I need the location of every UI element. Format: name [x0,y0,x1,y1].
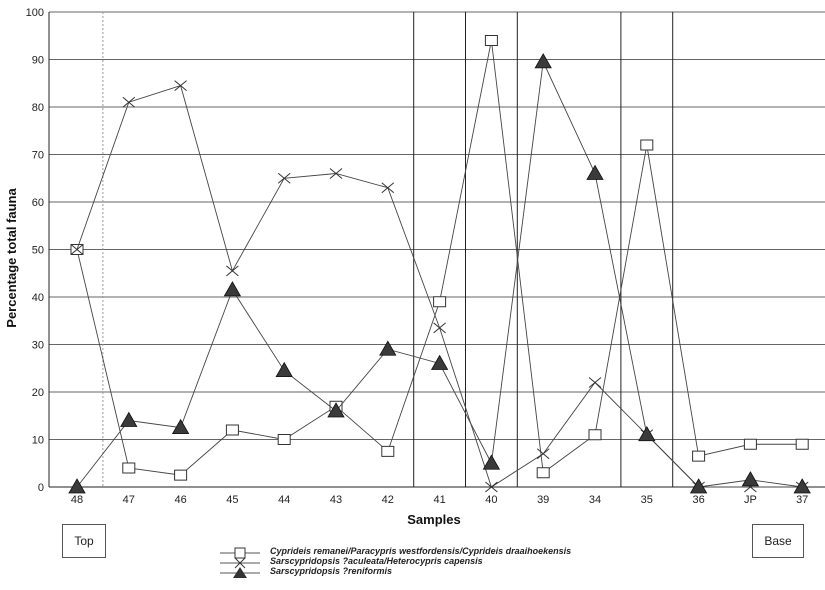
x-tick-label: 34 [589,494,601,506]
data-point-x [277,172,291,184]
data-point-square [381,445,395,457]
base-label: Base [764,534,792,548]
data-point-square [225,424,239,436]
x-tick-label: JP [744,494,757,506]
data-point-triangle [638,425,656,442]
x-tick-label: 35 [641,494,653,506]
y-tick-label: 50 [32,245,44,257]
x-tick-label: 37 [796,494,808,506]
data-point-square [174,469,188,481]
data-point-triangle [689,478,708,494]
x-tick-label: 45 [226,494,238,506]
data-point-square [743,438,757,450]
x-tick-label: 39 [537,494,549,506]
data-point-x [433,322,446,334]
legend-item-1: Cyprideis remanei/Paracypris westfordens… [220,546,660,559]
data-point-triangle [430,354,449,370]
x-tick-label: 48 [71,494,83,506]
y-tick-label: 40 [32,292,44,304]
legend-item-3: Sarscypridopsis ?reniformis [220,566,660,579]
y-tick-label: 60 [32,197,44,209]
y-tick-label: 100 [26,7,44,19]
x-marker-icon [220,557,260,569]
data-point-triangle [171,418,190,435]
x-tick-label: 40 [485,494,497,506]
y-tick-label: 70 [32,150,44,162]
data-point-triangle [275,361,293,378]
y-axis-title: Percentage total fauna [4,188,19,328]
top-label: Top [74,534,94,548]
data-point-triangle [741,471,760,487]
data-point-triangle [68,478,86,494]
data-point-triangle [379,340,397,356]
series-layer [68,35,811,494]
data-point-x [381,182,395,194]
legend: Cyprideis remanei/Paracypris westfordens… [220,546,660,579]
y-tick-label: 80 [32,102,44,114]
data-point-triangle [120,411,138,427]
x-axis-title: Samples [407,512,460,527]
x-tick-label: 42 [382,494,394,506]
data-point-square [122,462,136,474]
data-point-square [277,434,291,445]
y-tick-label: 20 [32,387,44,399]
y-tick-label: 30 [32,340,44,352]
x-tick-label: 41 [433,494,445,506]
triangle-marker-icon [220,567,260,578]
top-label-box: Top [62,524,106,558]
x-tick-label: 44 [278,494,290,506]
legend-label-1: Cyprideis remanei/Paracypris westfordens… [270,546,572,556]
data-point-square [795,438,809,450]
data-point-triangle [482,454,501,470]
data-point-triangle [793,478,811,494]
axis-layer: 0 10 20 30 40 50 60 70 80 90 100 48 47 46 45 44 43 42 41 40… [26,7,825,506]
data-point-x [122,96,136,108]
data-point-square [536,467,550,479]
data-point-triangle [586,164,604,180]
y-tick-label: 90 [32,55,44,67]
data-point-square [640,139,654,151]
data-point-square [484,35,498,46]
grid-layer [49,11,825,488]
x-tick-label: 46 [174,494,186,506]
data-point-triangle [223,281,242,297]
square-marker-icon [220,547,260,559]
x-tick-label: 43 [330,494,342,506]
data-point-x [174,80,187,92]
legend-label-3: Sarscypridopsis ?reniformis [270,566,393,576]
y-tick-label: 0 [38,482,44,494]
data-point-square [588,429,602,441]
legend-item-2: Sarscypridopsis ?aculeata/Heterocypris c… [220,556,660,569]
data-point-triangle [327,402,345,418]
data-point-x [588,377,602,388]
base-label-box: Base [752,524,804,558]
data-point-x [485,481,498,493]
data-point-x [70,244,84,255]
y-tick-label: 10 [32,435,44,447]
x-tick-label: 36 [692,494,704,506]
data-point-triangle [534,53,552,69]
data-point-x [226,265,239,277]
x-tick-label: 47 [123,494,135,506]
data-point-square [692,450,706,462]
data-point-x [536,448,550,460]
data-point-x [329,168,343,179]
data-point-square [433,296,447,308]
legend-label-2: Sarscypridopsis ?aculeata/Heterocypris c… [270,556,483,566]
